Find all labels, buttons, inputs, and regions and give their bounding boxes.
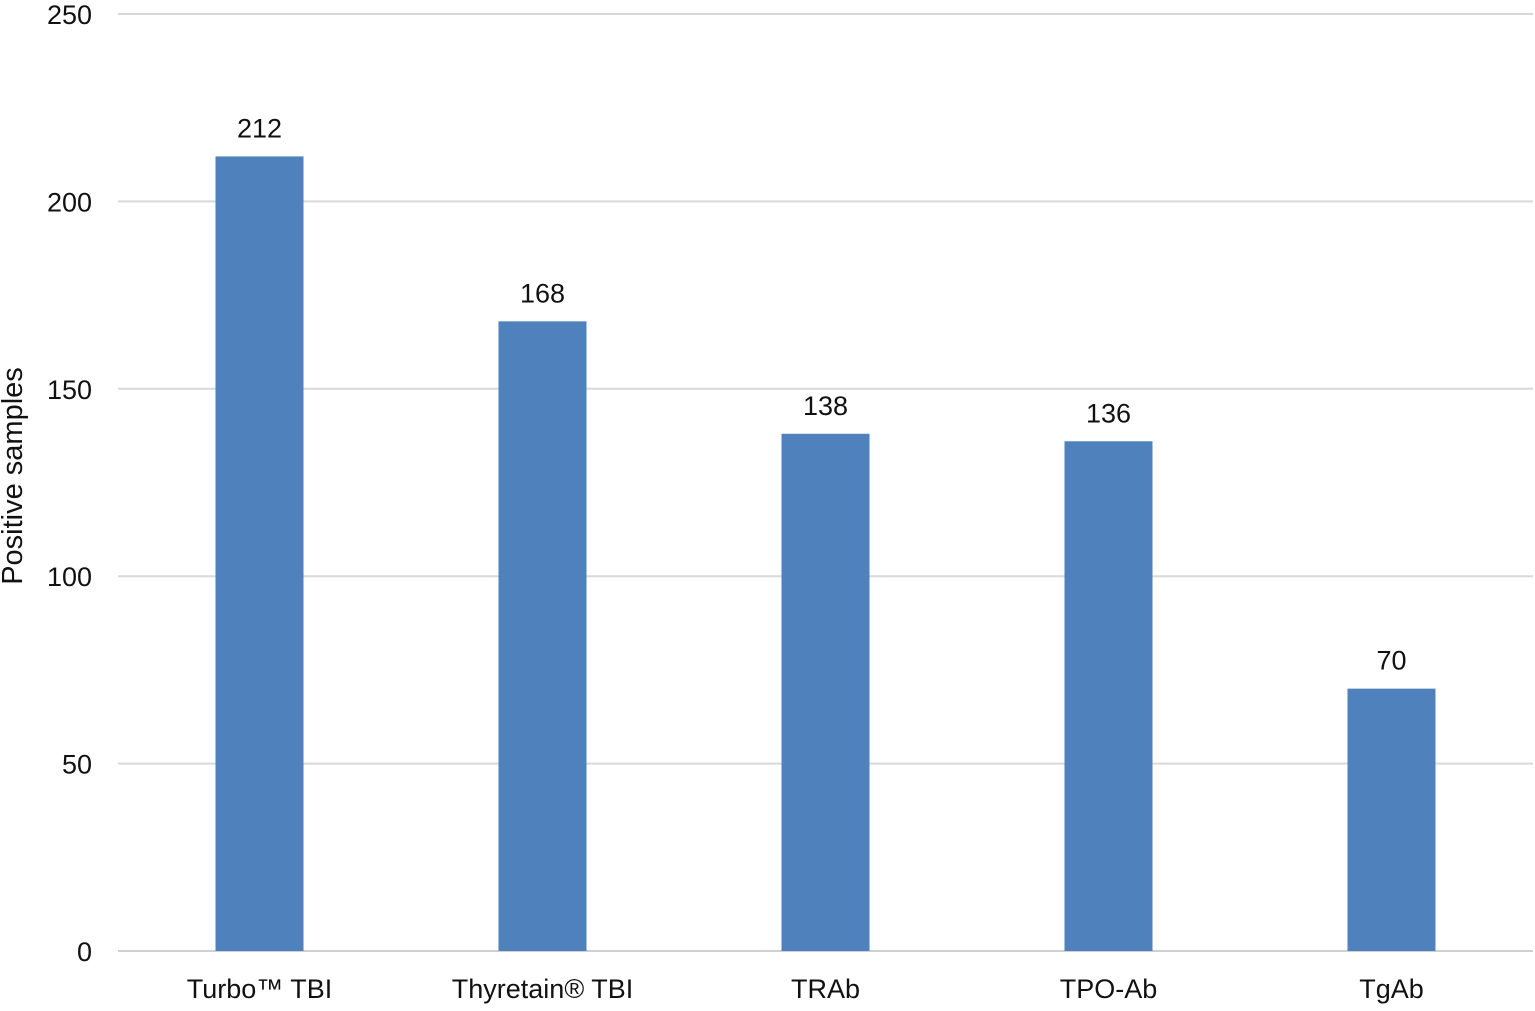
bars [215,156,1436,951]
y-axis-ticks: 0 50 100 150 200 250 [47,0,92,967]
x-category-label: Thyretain® TBI [452,974,633,1004]
bar [1347,688,1436,951]
data-label: 136 [1086,398,1131,428]
y-tick-label: 150 [47,375,92,405]
y-axis-title: Positive samples [0,367,29,585]
data-labels: 212 168 138 136 70 [237,113,1407,675]
x-category-label: TPO-Ab [1060,974,1158,1004]
bar [215,156,304,951]
x-category-label: TgAb [1359,974,1424,1004]
x-category-label: TRAb [791,974,860,1004]
bar [781,433,870,951]
data-label: 168 [520,278,565,308]
data-label: 212 [237,113,282,143]
data-label: 138 [803,391,848,421]
bar [498,321,587,951]
y-tick-label: 0 [77,937,92,967]
x-category-label: Turbo™ TBI [187,974,333,1004]
y-tick-label: 50 [62,750,92,780]
y-tick-label: 200 [47,187,92,217]
y-tick-label: 250 [47,0,92,30]
y-tick-label: 100 [47,562,92,592]
x-axis-categories: Turbo™ TBI Thyretain® TBI TRAb TPO-Ab TgAb [187,974,1424,1004]
bar [1064,441,1153,951]
data-label: 70 [1376,646,1406,676]
